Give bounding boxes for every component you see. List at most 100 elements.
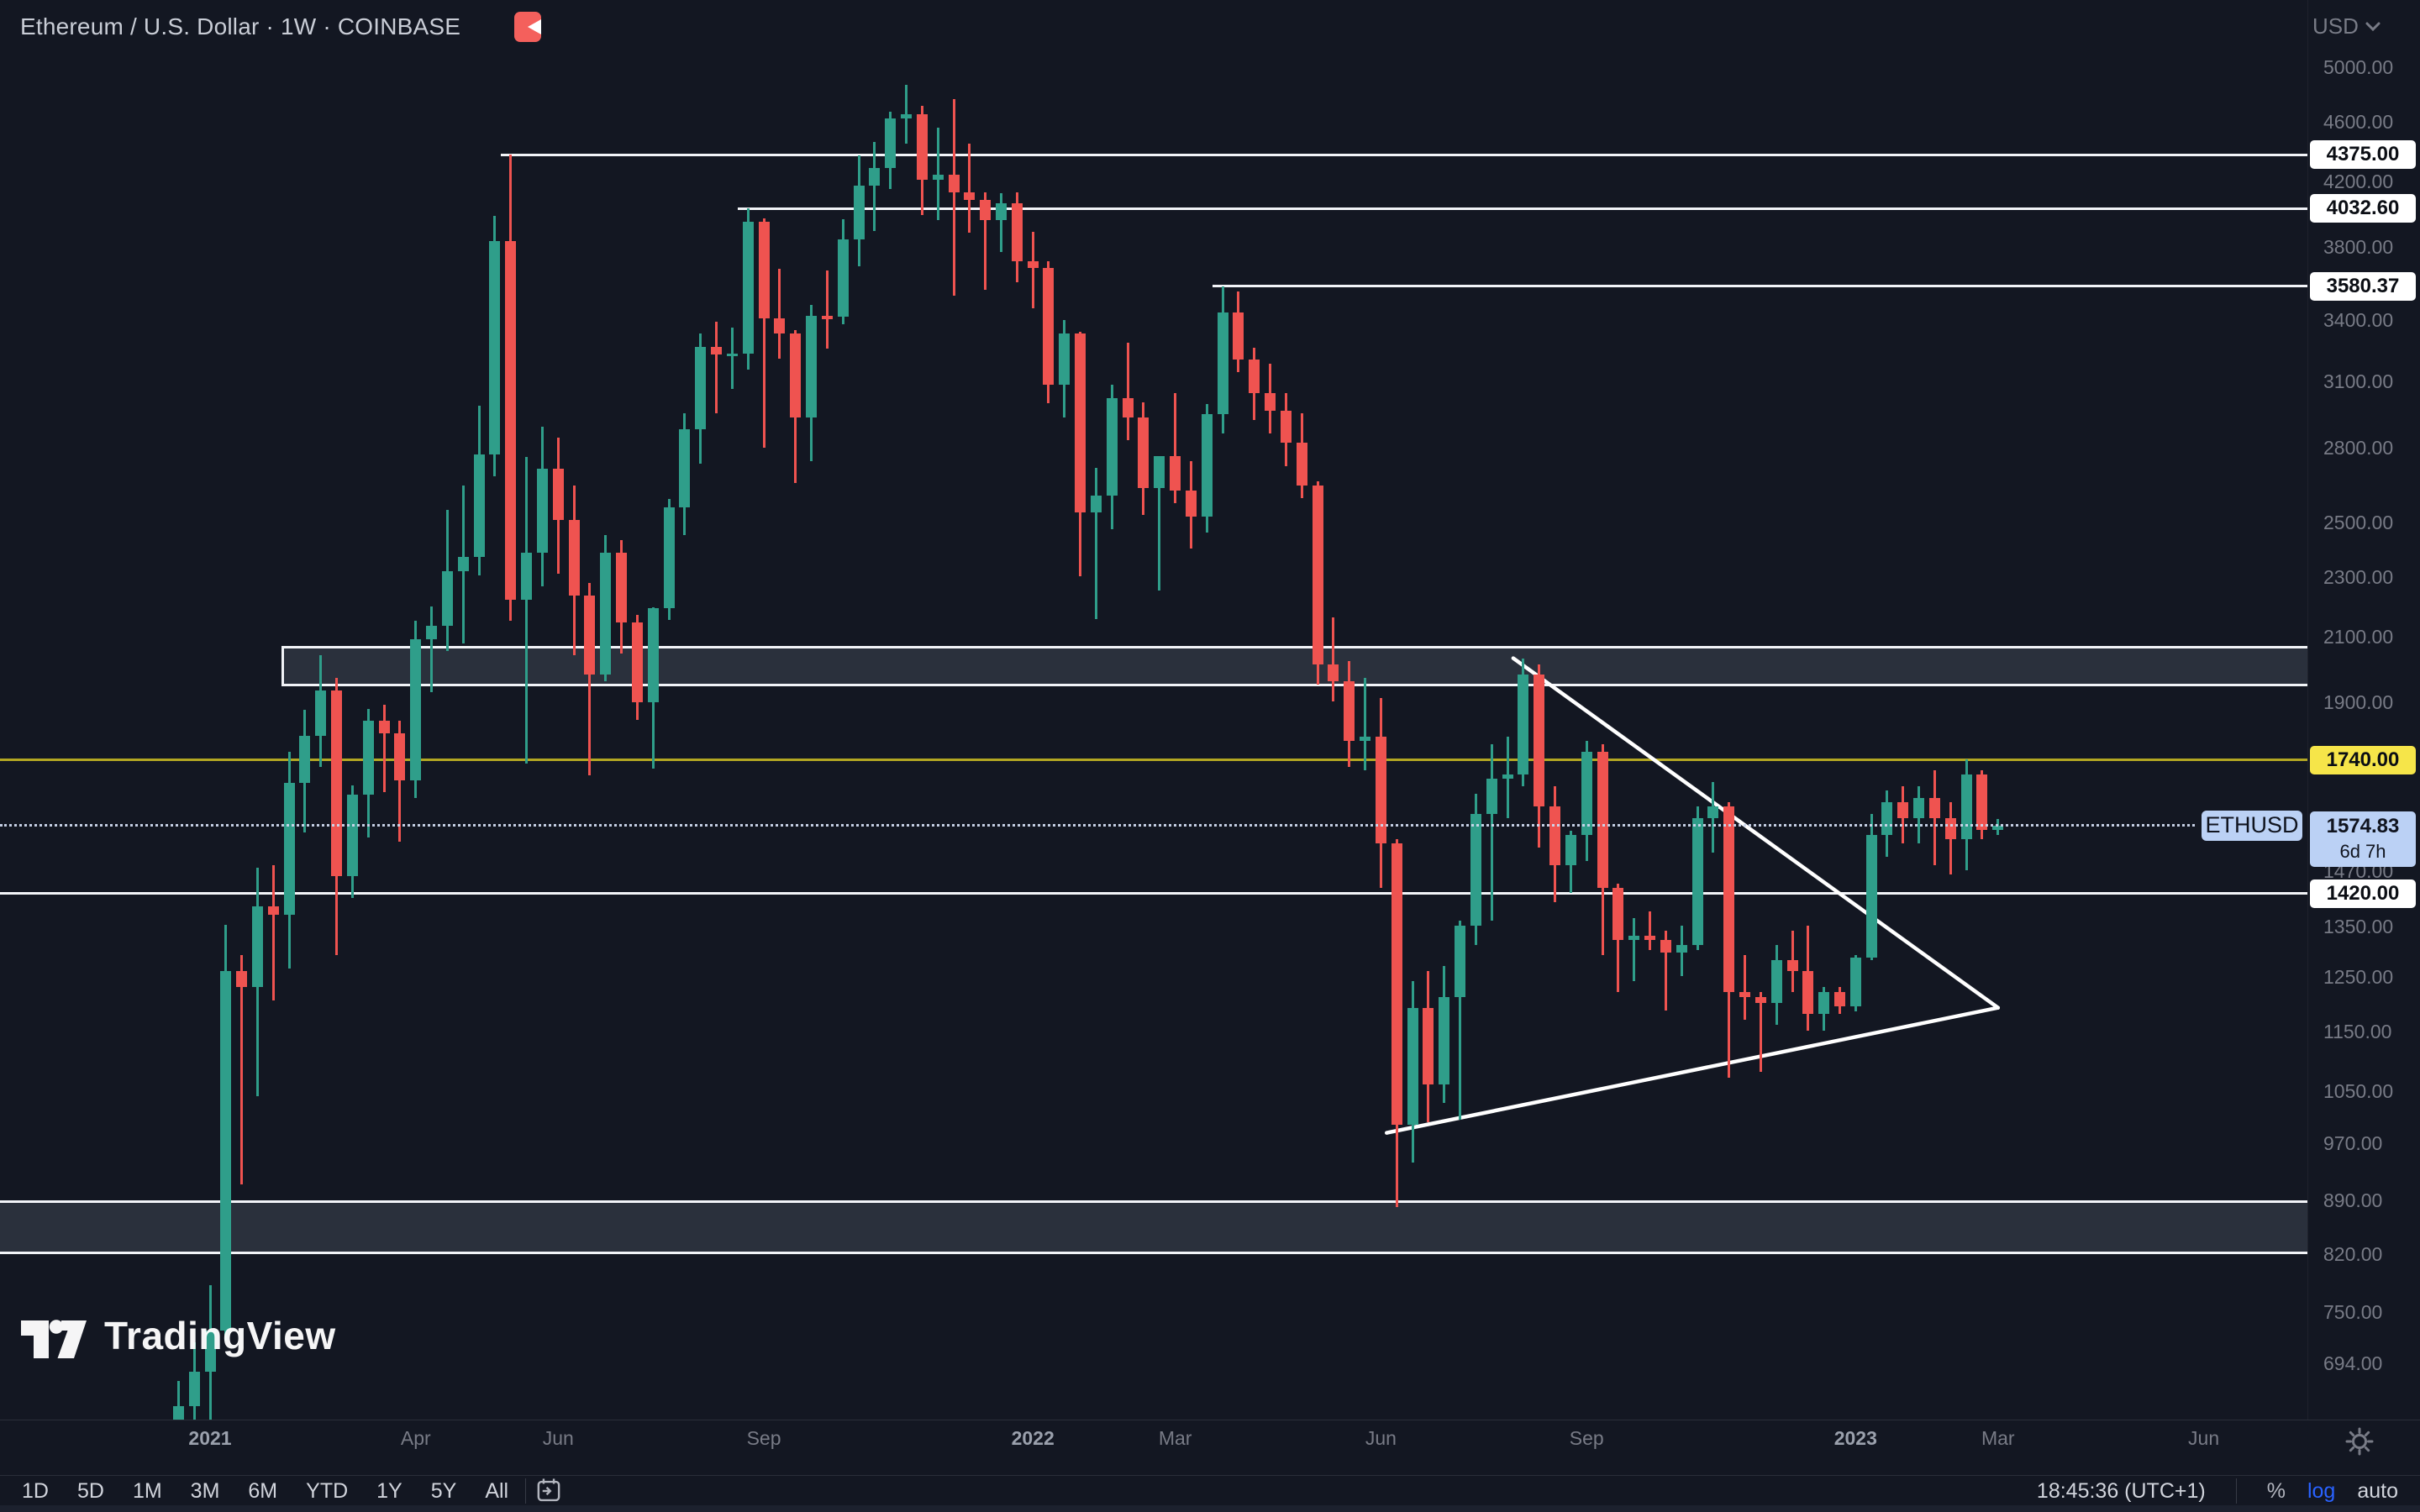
candle-body (489, 241, 501, 455)
candle-body (1280, 411, 1292, 443)
price-axis-tick: 1150.00 (2323, 1021, 2392, 1043)
trend-line[interactable] (1511, 656, 2001, 1010)
candle-body (1549, 806, 1561, 866)
currency-label: USD (2312, 13, 2359, 39)
candle-body (1075, 333, 1086, 513)
candle-body (837, 239, 849, 318)
price-level-badge: 1420.00 (2310, 879, 2416, 908)
horizontal-level-line[interactable] (0, 892, 2307, 895)
candle-body (901, 114, 913, 119)
candle-wick (1459, 921, 1462, 1120)
price-level-badge: 4032.60 (2310, 194, 2416, 223)
candle-body (853, 186, 865, 239)
candle-body (584, 596, 596, 675)
log-scale-button[interactable]: log (2307, 1478, 2336, 1503)
currency-dropdown[interactable]: USD (2312, 13, 2381, 39)
horizontal-level-line[interactable] (500, 153, 2307, 156)
candle-wick (952, 99, 955, 296)
candle-wick (1332, 617, 1335, 702)
price-level-badge: 1740.00 (2310, 745, 2416, 774)
horizontal-level-line[interactable] (0, 759, 2307, 762)
range-button-1y[interactable]: 1Y (376, 1478, 402, 1503)
trend-line[interactable] (1385, 1005, 2001, 1135)
horizontal-level-line[interactable] (1213, 285, 2307, 288)
candle-body (1312, 486, 1323, 665)
candle-body (1928, 798, 1940, 819)
price-axis[interactable]: 5000.00 4600.00 4200.00 3800.00 3400.00 3100.… (2307, 0, 2420, 1420)
price-axis-tick: 4200.00 (2323, 171, 2394, 193)
range-button-3m[interactable]: 3M (190, 1478, 220, 1503)
price-axis-tick: 1350.00 (2323, 916, 2394, 938)
candle-body (1518, 675, 1529, 775)
candle-body (726, 353, 738, 357)
candle-wick (430, 606, 434, 692)
candle-body (1296, 442, 1307, 486)
range-button-1d[interactable]: 1D (22, 1478, 49, 1503)
chevron-down-icon (2365, 22, 2381, 31)
range-button-all[interactable]: All (485, 1478, 509, 1503)
price-axis-tick: 2300.00 (2323, 565, 2394, 588)
range-button-1m[interactable]: 1M (132, 1478, 162, 1503)
candle-body (1470, 814, 1481, 926)
time-axis-tick: Apr (400, 1427, 431, 1449)
candle-wick (1633, 917, 1636, 982)
price-level-badge: 4375.00 (2310, 140, 2416, 170)
candle-body (663, 507, 675, 609)
candle-wick (1031, 231, 1034, 309)
candle-body (1818, 991, 1830, 1014)
chart-plot-area[interactable]: ETHUSD (0, 0, 2307, 1420)
candle-body (1723, 806, 1735, 992)
range-button-ytd[interactable]: YTD (306, 1478, 349, 1503)
candle-body (1960, 774, 1972, 840)
price-axis-tick: 4600.00 (2323, 111, 2394, 134)
candle-body (1534, 675, 1545, 806)
candle-body (790, 333, 802, 418)
clock[interactable]: 18:45:36 (UTC+1) (2036, 1478, 2206, 1503)
candle-body (1439, 997, 1450, 1084)
candle-body (1992, 825, 2004, 830)
time-axis[interactable]: 2021 Apr Jun Sep 2022 Mar Jun Sep 2023 Mar Jun (0, 1420, 2420, 1476)
gear-icon[interactable] (2344, 1426, 2375, 1457)
price-level-badge: 3580.37 (2310, 271, 2416, 301)
candle-body (552, 469, 564, 520)
go-to-date-icon[interactable] (534, 1477, 563, 1505)
candle-wick (525, 456, 529, 764)
candle-body (1754, 997, 1766, 1003)
range-button-5d[interactable]: 5D (76, 1478, 104, 1503)
price-zone-rectangle[interactable] (281, 645, 2307, 686)
candle-body (1691, 818, 1703, 946)
price-axis-tick: 750.00 (2323, 1301, 2383, 1324)
candle-body (1344, 680, 1355, 741)
candle-body (1391, 843, 1402, 1126)
toolbar-divider (525, 1478, 527, 1504)
candle-body (1597, 751, 1608, 889)
candle-body (742, 221, 754, 354)
range-button-6m[interactable]: 6M (248, 1478, 278, 1503)
horizontal-level-line[interactable] (738, 207, 2307, 210)
tradingview-watermark: TradingView (18, 1300, 336, 1371)
symbol-title[interactable]: Ethereum / U.S. Dollar · 1W · COINBASE (20, 13, 461, 39)
auto-scale-button[interactable]: auto (2357, 1478, 2398, 1503)
candle-body (821, 316, 833, 319)
candle-body (1122, 398, 1134, 418)
price-axis-tick: 1900.00 (2323, 691, 2394, 714)
candle-wick (271, 865, 275, 1001)
candle-body (331, 690, 343, 876)
candle-body (315, 690, 327, 737)
price-axis-tick: 2800.00 (2323, 437, 2394, 459)
range-button-5y[interactable]: 5Y (430, 1478, 457, 1503)
percent-scale-button[interactable]: % (2266, 1478, 2286, 1503)
candle-wick (1094, 467, 1097, 619)
candle-body (236, 970, 248, 987)
candle-wick (873, 141, 876, 231)
candle-body (1455, 925, 1466, 998)
price-axis-tick: 890.00 (2323, 1189, 2383, 1211)
candle-body (1833, 991, 1845, 1006)
candle-body (1106, 398, 1118, 496)
price-zone-rectangle[interactable] (0, 1200, 2307, 1254)
candle-body (1407, 1008, 1418, 1126)
candle-body (948, 174, 960, 192)
candle-wick (1744, 955, 1746, 1020)
price-axis-tick: 1050.00 (2323, 1080, 2394, 1103)
